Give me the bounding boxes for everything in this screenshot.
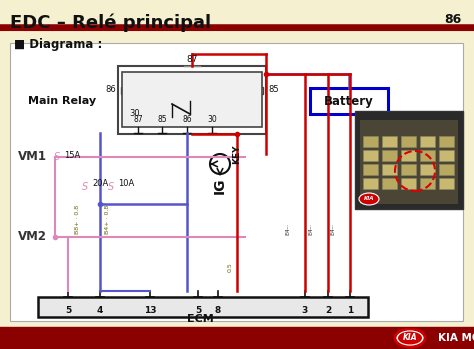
Text: Main Relay: Main Relay — [28, 96, 96, 106]
Text: B4+ · 0.8: B4+ · 0.8 — [106, 205, 110, 233]
Text: VM2: VM2 — [18, 230, 47, 244]
Text: 1: 1 — [347, 306, 353, 315]
Bar — [382, 136, 397, 147]
Text: 5: 5 — [195, 306, 201, 315]
Bar — [355, 111, 463, 209]
Bar — [401, 136, 416, 147]
Ellipse shape — [359, 193, 379, 205]
Text: Battery: Battery — [324, 95, 374, 107]
Text: 87: 87 — [186, 55, 198, 64]
Text: 0.5: 0.5 — [228, 262, 233, 272]
Bar — [0, 327, 474, 349]
Text: EDC – Relé principal: EDC – Relé principal — [10, 13, 211, 31]
Text: S: S — [82, 182, 88, 192]
Bar — [118, 66, 266, 134]
Text: 13: 13 — [144, 306, 156, 315]
Bar — [121, 87, 128, 94]
Text: KIA: KIA — [403, 334, 417, 342]
Text: 86: 86 — [445, 13, 462, 26]
Bar — [401, 178, 416, 189]
Bar — [310, 88, 388, 114]
Text: ECM: ECM — [187, 314, 213, 324]
Text: 3: 3 — [302, 306, 308, 315]
Bar — [382, 178, 397, 189]
Text: 4: 4 — [97, 306, 103, 315]
Text: KIA MOTORS: KIA MOTORS — [438, 333, 474, 343]
Bar — [420, 164, 435, 175]
Text: 86: 86 — [105, 85, 116, 94]
Bar — [38, 297, 368, 317]
Bar — [401, 164, 416, 175]
Text: 85: 85 — [268, 85, 279, 94]
Bar — [141, 111, 148, 118]
Bar — [420, 178, 435, 189]
Bar — [363, 150, 378, 161]
Text: S: S — [108, 182, 114, 192]
Text: 10A: 10A — [118, 179, 134, 188]
Bar — [439, 136, 454, 147]
Text: 15A: 15A — [64, 150, 80, 159]
Text: KEY: KEY — [233, 144, 241, 164]
Text: 5: 5 — [65, 306, 71, 315]
Bar — [382, 150, 397, 161]
Text: IG: IG — [213, 178, 227, 194]
Bar — [439, 178, 454, 189]
Ellipse shape — [395, 329, 425, 347]
Text: KIA: KIA — [364, 196, 374, 201]
Bar — [420, 136, 435, 147]
Text: E4-·: E4-· — [309, 223, 313, 235]
Text: 85: 85 — [157, 115, 167, 124]
Text: S: S — [54, 152, 60, 162]
Text: B8+ · 0.8: B8+ · 0.8 — [75, 205, 81, 233]
Bar — [420, 150, 435, 161]
Bar — [363, 164, 378, 175]
Text: 86: 86 — [182, 115, 192, 124]
Bar — [256, 87, 263, 94]
Bar — [439, 150, 454, 161]
Bar — [122, 72, 262, 127]
Text: VM1: VM1 — [18, 150, 47, 163]
Text: 87: 87 — [133, 115, 143, 124]
Bar — [363, 178, 378, 189]
Text: ■ Diagrama :: ■ Diagrama : — [14, 38, 102, 51]
Text: 30: 30 — [129, 109, 140, 118]
Text: 20A: 20A — [92, 179, 108, 188]
Bar — [439, 164, 454, 175]
Ellipse shape — [398, 332, 422, 344]
Bar — [363, 136, 378, 147]
Text: 8: 8 — [215, 306, 221, 315]
Text: 30: 30 — [207, 115, 217, 124]
Text: 2: 2 — [325, 306, 331, 315]
Bar — [360, 120, 458, 204]
Bar — [401, 150, 416, 161]
Text: E4-·: E4-· — [330, 223, 336, 235]
Text: E4-·: E4-· — [285, 223, 291, 235]
Bar — [382, 164, 397, 175]
Bar — [10, 43, 463, 321]
